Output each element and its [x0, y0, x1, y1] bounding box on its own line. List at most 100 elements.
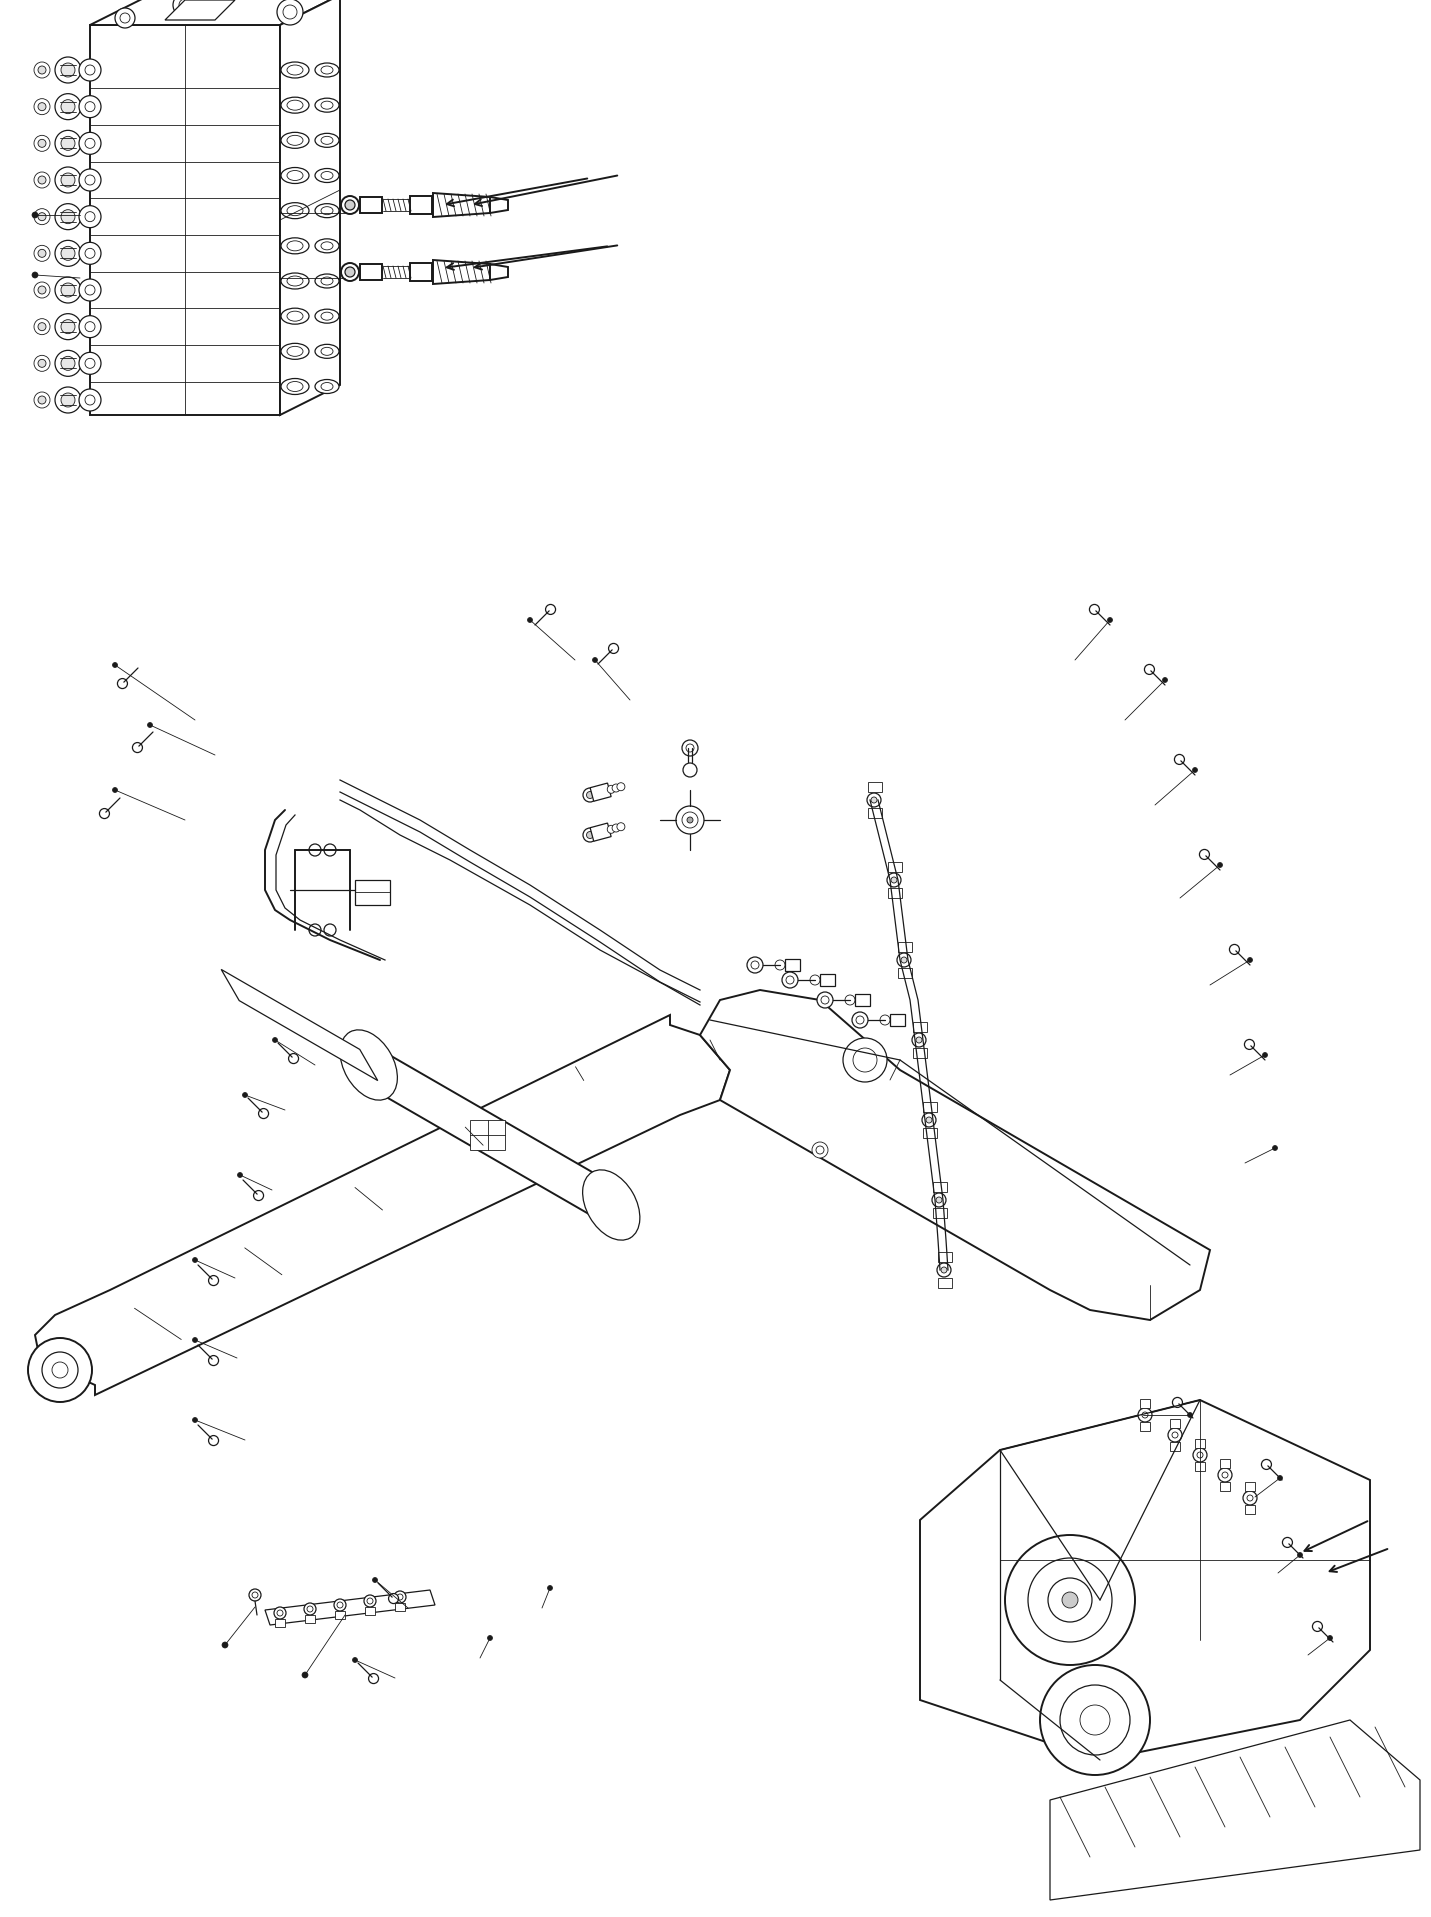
- Circle shape: [685, 744, 694, 751]
- Circle shape: [273, 1606, 286, 1620]
- Polygon shape: [90, 0, 341, 25]
- Circle shape: [62, 136, 74, 150]
- Circle shape: [34, 209, 50, 224]
- Circle shape: [336, 1603, 343, 1608]
- Circle shape: [607, 786, 615, 794]
- Ellipse shape: [280, 61, 309, 79]
- Circle shape: [683, 763, 697, 776]
- Ellipse shape: [321, 207, 333, 215]
- Bar: [335, 1610, 345, 1620]
- Polygon shape: [355, 880, 391, 905]
- Circle shape: [821, 997, 829, 1005]
- Ellipse shape: [315, 63, 339, 77]
- Circle shape: [545, 604, 555, 615]
- Circle shape: [54, 240, 82, 266]
- Ellipse shape: [315, 240, 339, 253]
- Circle shape: [34, 173, 50, 188]
- Ellipse shape: [321, 242, 333, 249]
- Circle shape: [1272, 1146, 1278, 1150]
- Circle shape: [844, 995, 854, 1005]
- Ellipse shape: [288, 65, 303, 75]
- Ellipse shape: [280, 203, 309, 219]
- Circle shape: [932, 1192, 946, 1208]
- Polygon shape: [361, 197, 382, 213]
- Ellipse shape: [288, 205, 303, 217]
- Ellipse shape: [315, 203, 339, 219]
- Circle shape: [1328, 1635, 1332, 1641]
- Circle shape: [345, 199, 355, 211]
- Circle shape: [1027, 1559, 1112, 1643]
- Circle shape: [612, 824, 620, 832]
- Circle shape: [62, 245, 74, 261]
- Circle shape: [309, 924, 321, 935]
- Circle shape: [1229, 945, 1239, 955]
- Ellipse shape: [321, 312, 333, 320]
- Ellipse shape: [315, 169, 339, 182]
- Circle shape: [902, 957, 907, 962]
- Circle shape: [352, 1658, 358, 1662]
- Polygon shape: [280, 0, 341, 414]
- Ellipse shape: [341, 1029, 398, 1100]
- Polygon shape: [590, 822, 611, 842]
- Circle shape: [871, 797, 877, 803]
- Circle shape: [1278, 1476, 1282, 1480]
- Circle shape: [488, 1635, 492, 1641]
- Polygon shape: [34, 1014, 730, 1396]
- Circle shape: [31, 213, 39, 219]
- Circle shape: [79, 132, 102, 155]
- Circle shape: [617, 822, 625, 830]
- Circle shape: [79, 96, 102, 117]
- Circle shape: [582, 828, 597, 842]
- Circle shape: [323, 843, 336, 857]
- Circle shape: [209, 1436, 219, 1445]
- Circle shape: [528, 617, 532, 623]
- Circle shape: [39, 213, 46, 220]
- Ellipse shape: [315, 98, 339, 113]
- Bar: [899, 941, 912, 953]
- Bar: [365, 1606, 375, 1614]
- Circle shape: [675, 805, 704, 834]
- Circle shape: [811, 1143, 829, 1158]
- Circle shape: [54, 167, 82, 194]
- Circle shape: [272, 1037, 278, 1043]
- Circle shape: [54, 314, 82, 339]
- Circle shape: [54, 58, 82, 82]
- Circle shape: [238, 1173, 242, 1177]
- Circle shape: [79, 316, 102, 337]
- Circle shape: [62, 284, 74, 297]
- Bar: [1245, 1482, 1255, 1491]
- Circle shape: [592, 658, 598, 663]
- Circle shape: [54, 276, 82, 303]
- Circle shape: [54, 130, 82, 157]
- Polygon shape: [489, 265, 508, 280]
- Circle shape: [79, 59, 102, 81]
- Ellipse shape: [321, 171, 333, 180]
- Circle shape: [193, 1338, 197, 1342]
- Ellipse shape: [288, 347, 303, 357]
- Circle shape: [84, 174, 94, 186]
- Circle shape: [810, 976, 820, 985]
- Circle shape: [1199, 849, 1209, 859]
- Circle shape: [1188, 1413, 1192, 1417]
- Circle shape: [1145, 665, 1155, 675]
- Circle shape: [548, 1585, 552, 1591]
- Circle shape: [34, 318, 50, 335]
- Bar: [889, 863, 902, 872]
- Polygon shape: [434, 194, 489, 217]
- Circle shape: [856, 1016, 864, 1024]
- Circle shape: [62, 63, 74, 77]
- Circle shape: [1245, 1039, 1255, 1049]
- Circle shape: [843, 1037, 887, 1081]
- Ellipse shape: [280, 343, 309, 358]
- Circle shape: [54, 203, 82, 230]
- Circle shape: [39, 65, 46, 75]
- Circle shape: [79, 389, 102, 410]
- Circle shape: [1282, 1537, 1292, 1547]
- Circle shape: [1108, 617, 1112, 623]
- Circle shape: [133, 742, 143, 753]
- Circle shape: [84, 286, 94, 295]
- Circle shape: [747, 957, 763, 974]
- Ellipse shape: [280, 132, 309, 148]
- Polygon shape: [349, 1031, 630, 1238]
- Circle shape: [209, 1275, 219, 1286]
